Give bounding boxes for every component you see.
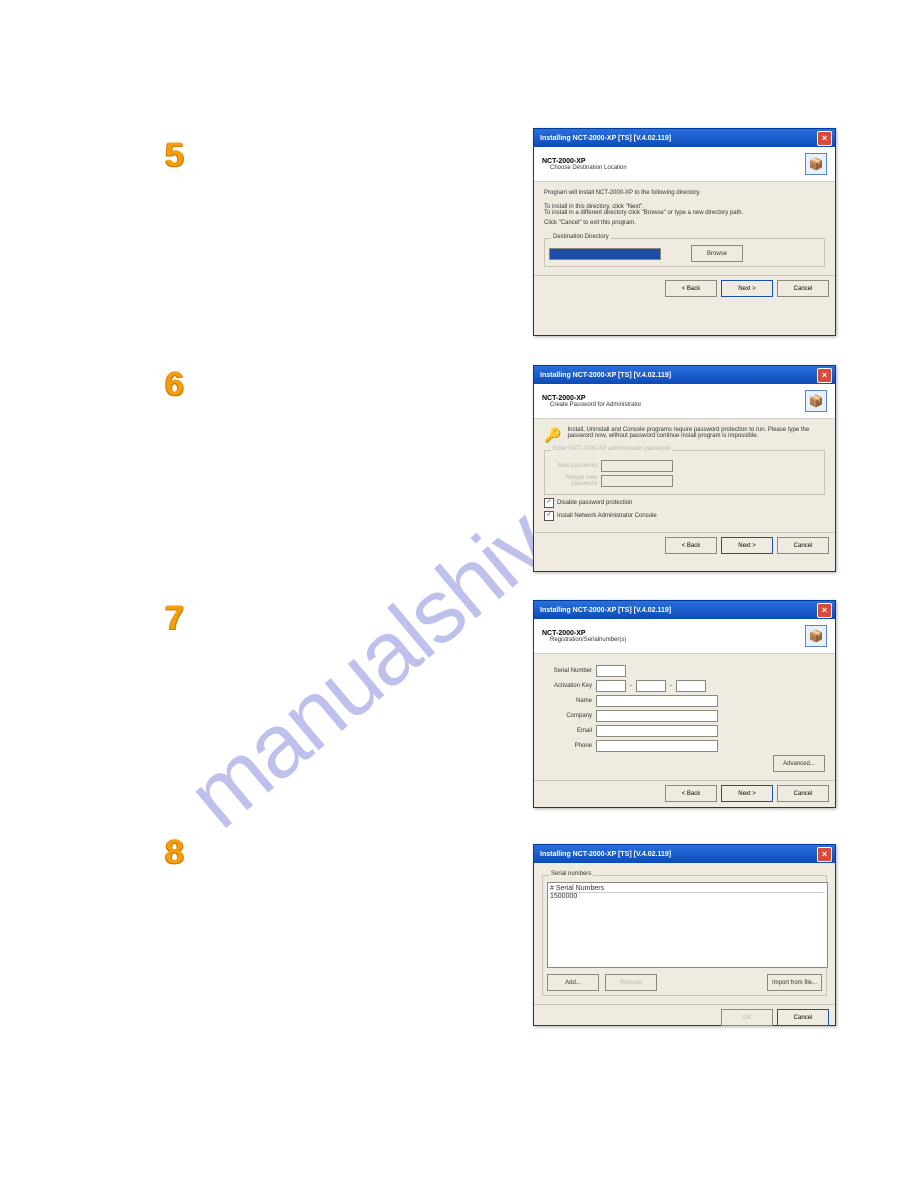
titlebar[interactable]: Installing NCT-2000-XP [TS] [V.4.02.119]… [534, 601, 835, 619]
serial-label: Serial Number [544, 668, 592, 674]
installer-icon: 📦 [805, 390, 827, 412]
back-button[interactable]: < Back [665, 785, 717, 802]
dialog-footer: < Back Next > Cancel [534, 780, 835, 808]
serials-group: Serial numbers # Serial Numbers 1500000 … [542, 875, 827, 996]
serials-listbox[interactable]: # Serial Numbers 1500000 [547, 882, 828, 968]
dialog-body: 🔑 Install, Uninstall and Console program… [534, 419, 835, 532]
dialog-body: Serial numbers # Serial Numbers 1500000 … [534, 863, 835, 1004]
remove-button: Remove [605, 974, 657, 991]
name-input[interactable] [596, 695, 718, 707]
password-confirm-input[interactable] [601, 475, 673, 487]
warning-text: Install, Uninstall and Console programs … [567, 427, 825, 439]
list-item[interactable]: 1500000 [550, 893, 825, 900]
pw2-label: Retype new password [549, 475, 597, 487]
step-5: 5 [165, 136, 184, 175]
password-legend: Enter NCT-2000-XP administrator password [551, 446, 672, 452]
company-input[interactable] [596, 710, 718, 722]
installer-icon: 📦 [805, 153, 827, 175]
titlebar[interactable]: Installing NCT-2000-XP [TS] [V.4.02.119]… [534, 845, 835, 863]
browse-button[interactable]: Browse [691, 245, 743, 262]
actkey-input[interactable] [596, 680, 626, 692]
back-button[interactable]: < Back [665, 537, 717, 554]
install-console-checkbox[interactable]: ✓Install Network Administrator Console [544, 511, 825, 521]
email-label: Email [544, 728, 592, 734]
disable-pw-checkbox[interactable]: ✓Disable password protection [544, 498, 825, 508]
cancel-button[interactable]: Cancel [777, 785, 829, 802]
dest-legend: Destination Directory [551, 234, 611, 240]
actkey-label: Activation Key [544, 683, 592, 689]
header-title: NCT-2000-XP [542, 630, 626, 637]
step-6: 6 [165, 365, 184, 404]
dialog-destination: Installing NCT-2000-XP [TS] [V.4.02.119]… [533, 128, 836, 336]
serial-input[interactable] [596, 665, 626, 677]
checkbox-icon: ✓ [544, 511, 554, 521]
actkey-input[interactable] [676, 680, 706, 692]
next-button[interactable]: Next > [721, 537, 773, 554]
cancel-button[interactable]: Cancel [777, 537, 829, 554]
phone-label: Phone [544, 743, 592, 749]
advanced-button[interactable]: Advanced... [773, 755, 825, 772]
dialog-footer: < Back Next > Cancel [534, 275, 835, 303]
cancel-button[interactable]: Cancel [777, 280, 829, 297]
header-subtitle: Choose Destination Location [550, 165, 627, 171]
step-8: 8 [165, 833, 184, 872]
phone-input[interactable] [596, 740, 718, 752]
text-line: To install in a different directory clic… [544, 210, 825, 216]
dialog-footer: OK Cancel [534, 1004, 835, 1032]
dialog-registration: Installing NCT-2000-XP [TS] [V.4.02.119]… [533, 600, 836, 808]
serials-legend: Serial numbers [549, 871, 593, 877]
window-title: Installing NCT-2000-XP [TS] [V.4.02.119] [540, 607, 671, 614]
dialog-body: Serial Number Activation Key - - Name Co… [534, 654, 835, 780]
header-subtitle: Create Password for Administrator [550, 402, 641, 408]
pw-label: New password [549, 463, 597, 469]
step-7: 7 [165, 599, 184, 638]
dialog-header: NCT-2000-XP Choose Destination Location … [534, 147, 835, 182]
text-line: Click "Cancel" to exit this program. [544, 220, 825, 226]
name-label: Name [544, 698, 592, 704]
titlebar[interactable]: Installing NCT-2000-XP [TS] [V.4.02.119]… [534, 366, 835, 384]
password-group: Enter NCT-2000-XP administrator password… [544, 450, 825, 495]
header-title: NCT-2000-XP [542, 395, 641, 402]
next-button[interactable]: Next > [721, 785, 773, 802]
company-label: Company [544, 713, 592, 719]
window-title: Installing NCT-2000-XP [TS] [V.4.02.119] [540, 372, 671, 379]
checkbox-label: Install Network Administrator Console [557, 513, 657, 519]
close-icon[interactable]: × [817, 368, 832, 383]
checkbox-label: Disable password protection [557, 500, 632, 506]
dialog-header: NCT-2000-XP Create Password for Administ… [534, 384, 835, 419]
close-icon[interactable]: × [817, 847, 832, 862]
actkey-input[interactable] [636, 680, 666, 692]
dialog-header: NCT-2000-XP Registration/Serialnumber(s)… [534, 619, 835, 654]
titlebar[interactable]: Installing NCT-2000-XP [TS] [V.4.02.119]… [534, 129, 835, 147]
back-button[interactable]: < Back [665, 280, 717, 297]
dest-input[interactable] [549, 248, 661, 260]
dialog-serials: Installing NCT-2000-XP [TS] [V.4.02.119]… [533, 844, 836, 1026]
dialog-body: Program will install NCT-2000-XP to the … [534, 182, 835, 275]
list-header: # Serial Numbers [550, 885, 825, 893]
email-input[interactable] [596, 725, 718, 737]
dialog-password: Installing NCT-2000-XP [TS] [V.4.02.119]… [533, 365, 836, 572]
password-input[interactable] [601, 460, 673, 472]
dialog-footer: < Back Next > Cancel [534, 532, 835, 560]
import-button[interactable]: Import from file... [767, 974, 822, 991]
key-icon: 🔑 [544, 427, 561, 444]
cancel-button[interactable]: Cancel [777, 1009, 829, 1026]
text-line: Program will install NCT-2000-XP to the … [544, 190, 825, 196]
header-title: NCT-2000-XP [542, 158, 627, 165]
close-icon[interactable]: × [817, 131, 832, 146]
header-subtitle: Registration/Serialnumber(s) [550, 637, 626, 643]
ok-button: OK [721, 1009, 773, 1026]
next-button[interactable]: Next > [721, 280, 773, 297]
window-title: Installing NCT-2000-XP [TS] [V.4.02.119] [540, 851, 671, 858]
window-title: Installing NCT-2000-XP [TS] [V.4.02.119] [540, 135, 671, 142]
installer-icon: 📦 [805, 625, 827, 647]
add-button[interactable]: Add... [547, 974, 599, 991]
dest-group: Destination Directory Browse [544, 238, 825, 267]
close-icon[interactable]: × [817, 603, 832, 618]
checkbox-icon: ✓ [544, 498, 554, 508]
